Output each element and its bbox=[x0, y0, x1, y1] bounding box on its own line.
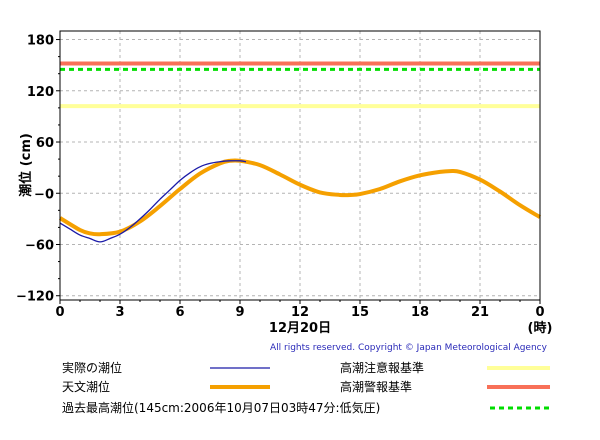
grid bbox=[60, 31, 540, 300]
legend-label-actual: 実際の潮位 bbox=[62, 361, 123, 375]
y-tick-label: 60 bbox=[36, 136, 54, 151]
y-tick-label: −120 bbox=[16, 290, 54, 305]
series-line-astronomical bbox=[58, 158, 542, 237]
x-tick-label: 12 bbox=[291, 305, 309, 320]
x-tick-label: 9 bbox=[235, 305, 244, 320]
x-tick-label: 15 bbox=[351, 305, 369, 320]
y-tick-label: −0 bbox=[34, 187, 54, 202]
legend-swatches bbox=[210, 366, 550, 410]
x-tick-label: 0 bbox=[55, 305, 64, 320]
series-line-actual bbox=[59, 160, 247, 243]
series-lines bbox=[58, 158, 542, 243]
reference-lines bbox=[60, 61, 540, 109]
legend-label-warning: 高潮警報基準 bbox=[340, 380, 413, 394]
legend-label-record: 過去最高潮位(145cm:2006年10月07日03時47分:低気圧) bbox=[62, 401, 381, 415]
y-tick-label: 180 bbox=[27, 34, 54, 49]
legend-label-caution: 高潮注意報基準 bbox=[340, 361, 425, 375]
x-axis-label: 12月20日 bbox=[269, 321, 331, 336]
x-tick-label: 21 bbox=[471, 305, 489, 320]
x-unit-label: (時) bbox=[528, 320, 553, 336]
x-tick-label: 6 bbox=[175, 305, 184, 320]
x-tick-label: 3 bbox=[115, 305, 124, 320]
legend-label-astro: 天文潮位 bbox=[62, 380, 111, 394]
y-axis-label: 潮位 (cm) bbox=[18, 133, 34, 197]
y-tick-label: −60 bbox=[25, 238, 54, 253]
x-tick-label: 18 bbox=[411, 305, 429, 320]
ticks: 0 3 6 9 12 15 18 21 0 180 120 60 −0 −60 −120 bbox=[16, 34, 545, 320]
copyright-text: All rights reserved. Copyright © Japan M… bbox=[270, 343, 547, 353]
x-tick-label: 0 bbox=[535, 305, 544, 320]
y-tick-label: 120 bbox=[27, 85, 54, 100]
